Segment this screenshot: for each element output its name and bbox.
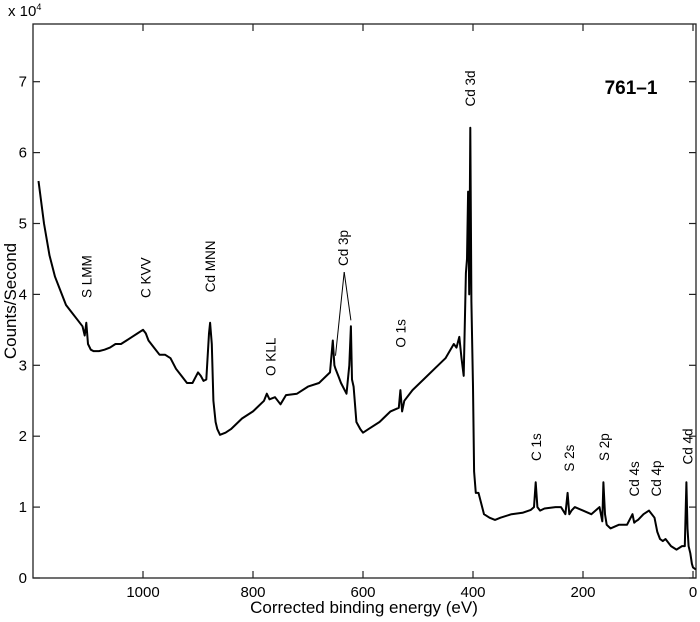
plot-frame xyxy=(32,23,697,579)
x-axis-label: Corrected binding energy (eV) xyxy=(250,598,478,617)
y-tick-label: 0 xyxy=(19,570,27,587)
peak-label: Cd 4s xyxy=(627,461,642,497)
tick-labels: 1000 800 600 400 200 0 0 1 2 3 4 5 6 7 xyxy=(19,74,698,601)
chart-title: 761–1 xyxy=(605,78,658,99)
y-axis-label: Counts/Second xyxy=(1,243,20,359)
peak-label: S 2s xyxy=(562,444,577,471)
peak-label: C KVV xyxy=(139,257,154,298)
y-tick-label: 6 xyxy=(19,145,27,162)
peak-label: S LMM xyxy=(79,255,94,298)
peak-label: Cd 4d xyxy=(681,429,696,465)
y-tick-label: 5 xyxy=(19,216,27,233)
axis-ticks xyxy=(33,24,696,579)
x-tick-label: 0 xyxy=(689,584,697,601)
x-tick-label: 1000 xyxy=(126,584,159,601)
leader-line xyxy=(343,271,352,321)
x-tick-label: 600 xyxy=(350,584,375,601)
peak-label: S 2p xyxy=(597,433,612,461)
peak-label: Cd 3d xyxy=(463,70,478,106)
peak-label: C 1s xyxy=(529,433,544,461)
y-tick-label: 2 xyxy=(19,428,27,445)
peak-label: O 1s xyxy=(393,319,408,348)
spectrum-line xyxy=(37,126,697,571)
y-multiplier: x 104 xyxy=(8,2,41,20)
peak-label: Cd 4p xyxy=(649,460,664,496)
peak-label: O KLL xyxy=(264,337,279,376)
x-tick-label: 200 xyxy=(570,584,595,601)
y-tick-label: 4 xyxy=(19,286,27,303)
x-tick-label: 400 xyxy=(460,584,485,601)
y-tick-label: 3 xyxy=(19,357,27,374)
y-tick-label: 1 xyxy=(19,499,27,516)
peak-label: Cd MNN xyxy=(203,241,218,293)
leader-line xyxy=(335,271,345,356)
peak-annotations: S LMM C KVV Cd MNN O KLL Cd 3p O 1s Cd 3d C 1s S… xyxy=(79,70,695,496)
y-tick-label: 7 xyxy=(19,74,27,91)
x-tick-label: 800 xyxy=(240,584,265,601)
spectrum-trace xyxy=(37,126,697,571)
peak-label: Cd 3p xyxy=(336,230,351,266)
